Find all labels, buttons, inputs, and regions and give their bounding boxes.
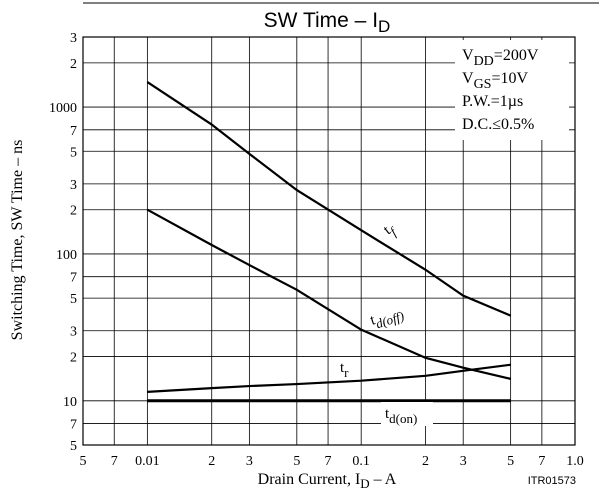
condition-text: P.W.=1µs [462,93,523,110]
y-tick-label: 5 [70,145,77,160]
y-tick-label: 3 [70,178,77,193]
series-label: tf [381,219,401,241]
condition: VDD=200V [462,47,539,69]
series-name-sub: d(off) [374,308,406,331]
y-tick-label: 3 [70,31,77,46]
x-tick-label: 3 [460,454,467,469]
y-tick-label: 5 [70,439,77,454]
condition-text: D.C.≤0.5% [462,116,534,133]
condition-sub: GS [474,77,492,92]
figure-code: ITR01573 [528,475,576,487]
y-tick-label: 7 [70,124,77,139]
condition-rest: =10V [491,70,528,87]
y-tick-label: 3 [70,325,77,340]
series-name: t [340,360,345,376]
x-tick-label: 5 [293,454,300,469]
series-line [147,363,511,393]
series-label: tr [340,360,349,380]
conditions-box [455,40,569,140]
x-tick-label: 2 [422,454,429,469]
chart-title: SW Time – ID [264,9,391,36]
plot-frame [82,36,576,446]
x-tick-label: 2 [208,454,215,469]
condition-text: V [462,70,474,87]
y-tick-label: 7 [70,271,77,286]
condition: VGS=10V [462,70,528,92]
x-tick-label: 7 [325,454,332,469]
series-line [146,208,511,380]
y-tick-label: 1000 [49,101,77,116]
condition-sub: DD [474,54,494,69]
x-tick-label: 3 [246,454,253,469]
y-tick-label: 2 [70,204,77,219]
x-tick-label: 1.0 [566,454,584,469]
series-name-sub: d(on) [389,411,417,426]
x-tick-label: 0.01 [135,454,160,469]
y-tick-label: 100 [56,248,77,263]
y-tick-label: 7 [70,418,77,433]
series-name-sub: r [344,365,349,380]
y-tick-label: 2 [70,351,77,366]
condition: D.C.≤0.5% [462,116,534,133]
x-tick-label: 7 [111,454,118,469]
y-tick-label: 2 [70,57,77,72]
series-label: td(on) [385,406,417,426]
condition-rest: =200V [494,47,539,64]
series-label: td(off) [368,303,406,332]
label-bg [381,402,433,426]
condition: P.W.=1µs [462,93,523,110]
series-name: t [368,312,378,329]
condition-text: V [462,47,474,64]
y-tick-label: 10 [63,395,77,410]
x-tick-label: 0.1 [352,454,370,469]
x-axis-label: Drain Current, ID – A [258,471,397,491]
y-axis-label: Switching Time, SW Time – ns [9,140,26,341]
x-tick-label: 5 [507,454,514,469]
x-tick-label: 7 [538,454,545,469]
x-tick-label: 5 [80,454,87,469]
y-tick-label: 5 [70,292,77,307]
series-line [146,81,512,317]
series-name: t [385,406,390,422]
